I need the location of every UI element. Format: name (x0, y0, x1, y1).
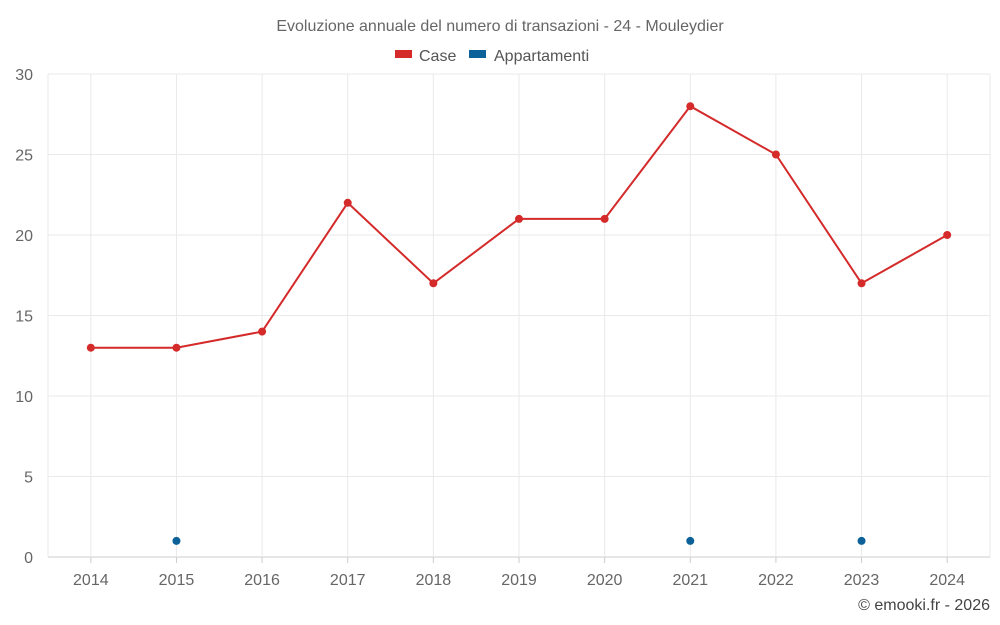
data-point-case[interactable] (429, 279, 438, 288)
y-tick-label: 25 (15, 148, 33, 165)
data-point-appartamenti[interactable] (857, 536, 866, 545)
legend-label-appartamenti[interactable]: Appartamenti (494, 48, 589, 65)
data-point-case[interactable] (771, 150, 780, 159)
data-point-case[interactable] (86, 343, 95, 352)
y-tick-label: 20 (15, 228, 33, 245)
x-tick-label: 2018 (416, 572, 452, 589)
data-point-appartamenti[interactable] (686, 536, 695, 545)
x-tick-label: 2020 (587, 572, 623, 589)
legend-label-case[interactable]: Case (419, 48, 456, 65)
y-tick-label: 0 (24, 550, 33, 567)
data-point-case[interactable] (343, 198, 352, 207)
legend-swatch-appartamenti (469, 50, 486, 58)
credit-text: © emooki.fr - 2026 (858, 597, 990, 614)
chart-title: Evoluzione annuale del numero di transaz… (276, 18, 724, 35)
y-tick-label: 15 (15, 309, 33, 326)
y-tick-label: 30 (15, 67, 33, 84)
data-point-case[interactable] (943, 231, 952, 239)
data-point-case[interactable] (258, 327, 267, 336)
legend: Case Appartamenti (395, 48, 589, 65)
series (86, 102, 952, 545)
data-point-appartamenti[interactable] (172, 536, 181, 545)
x-tick-label: 2017 (330, 572, 366, 589)
data-point-case[interactable] (172, 343, 181, 352)
x-tick-label: 2016 (244, 572, 280, 589)
legend-swatch-case (395, 50, 412, 58)
x-tick-label: 2014 (73, 572, 109, 589)
data-point-case[interactable] (686, 102, 695, 111)
x-tick-label: 2021 (672, 572, 708, 589)
x-tick-label: 2019 (501, 572, 537, 589)
y-tick-label: 10 (15, 389, 33, 406)
x-tick-label: 2022 (758, 572, 794, 589)
axes: 0 5 10 15 20 25 30 2014 2015 2016 2017 2018 2019 2020… (15, 67, 965, 589)
x-tick-label: 2023 (844, 572, 880, 589)
data-point-case[interactable] (857, 279, 866, 288)
y-tick-label: 5 (24, 470, 33, 487)
x-tick-label: 2024 (929, 572, 965, 589)
data-point-case[interactable] (600, 214, 609, 223)
data-point-case[interactable] (515, 214, 523, 223)
x-tick-label: 2015 (159, 572, 195, 589)
grid (47, 73, 991, 558)
